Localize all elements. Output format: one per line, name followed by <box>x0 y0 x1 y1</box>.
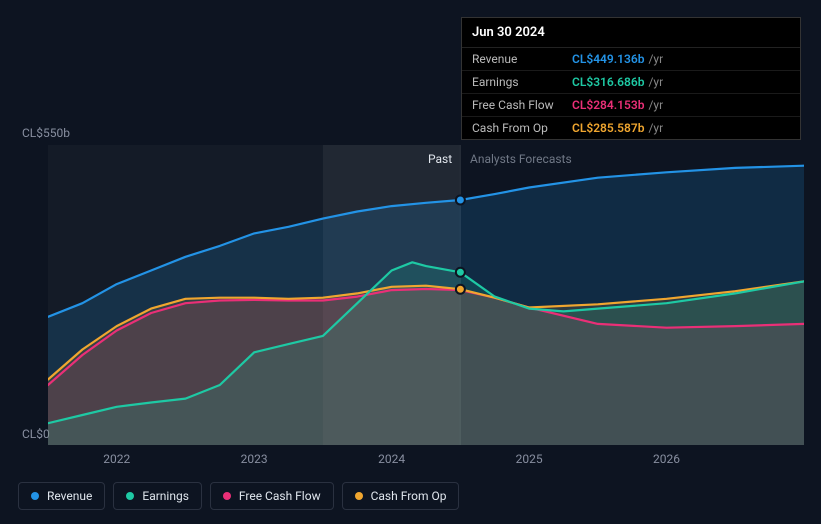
legend-dot-icon <box>223 492 231 500</box>
tooltip-row: Free Cash FlowCL$284.153b/yr <box>462 94 800 117</box>
tooltip-row: RevenueCL$449.136b/yr <box>462 48 800 71</box>
tooltip-row-value: CL$285.587b <box>572 121 644 135</box>
y-tick-top: CL$550b <box>22 126 70 140</box>
legend-item-fcf[interactable]: Free Cash Flow <box>210 482 334 510</box>
legend: Revenue Earnings Free Cash Flow Cash From O… <box>18 482 459 510</box>
tooltip-row-unit: /yr <box>648 75 663 89</box>
financial-chart: CL$550b CL$0 Past Analysts Forecasts 202… <box>0 0 821 524</box>
legend-item-label: Earnings <box>142 489 189 503</box>
tooltip-row-unit: /yr <box>648 121 663 135</box>
x-tick: 2022 <box>103 452 130 466</box>
x-tick: 2025 <box>516 452 543 466</box>
y-tick-bottom: CL$0 <box>22 427 50 441</box>
legend-item-cfo[interactable]: Cash From Op <box>342 482 460 510</box>
tooltip-row-value: CL$284.153b <box>572 98 644 112</box>
tooltip-row-label: Cash From Op <box>472 121 572 135</box>
tooltip-row-label: Earnings <box>472 75 572 89</box>
tooltip-row-value: CL$449.136b <box>572 52 644 66</box>
x-tick: 2024 <box>378 452 405 466</box>
legend-dot-icon <box>31 492 39 500</box>
legend-item-earnings[interactable]: Earnings <box>113 482 202 510</box>
tooltip-row: Cash From OpCL$285.587b/yr <box>462 117 800 139</box>
legend-dot-icon <box>126 492 134 500</box>
tooltip-row-unit: /yr <box>648 98 663 112</box>
tooltip-row-label: Revenue <box>472 52 572 66</box>
legend-item-label: Free Cash Flow <box>239 489 321 503</box>
tooltip-date: Jun 30 2024 <box>462 18 800 48</box>
x-tick: 2023 <box>241 452 268 466</box>
tooltip: Jun 30 2024 RevenueCL$449.136b/yrEarning… <box>461 17 801 140</box>
tooltip-row-unit: /yr <box>648 52 663 66</box>
tooltip-row: EarningsCL$316.686b/yr <box>462 71 800 94</box>
legend-dot-icon <box>355 492 363 500</box>
legend-item-revenue[interactable]: Revenue <box>18 482 105 510</box>
tooltip-row-value: CL$316.686b <box>572 75 644 89</box>
tooltip-row-label: Free Cash Flow <box>472 98 572 112</box>
plot-area[interactable] <box>48 145 804 445</box>
legend-item-label: Cash From Op <box>371 489 447 503</box>
legend-item-label: Revenue <box>47 489 92 503</box>
x-tick: 2026 <box>653 452 680 466</box>
